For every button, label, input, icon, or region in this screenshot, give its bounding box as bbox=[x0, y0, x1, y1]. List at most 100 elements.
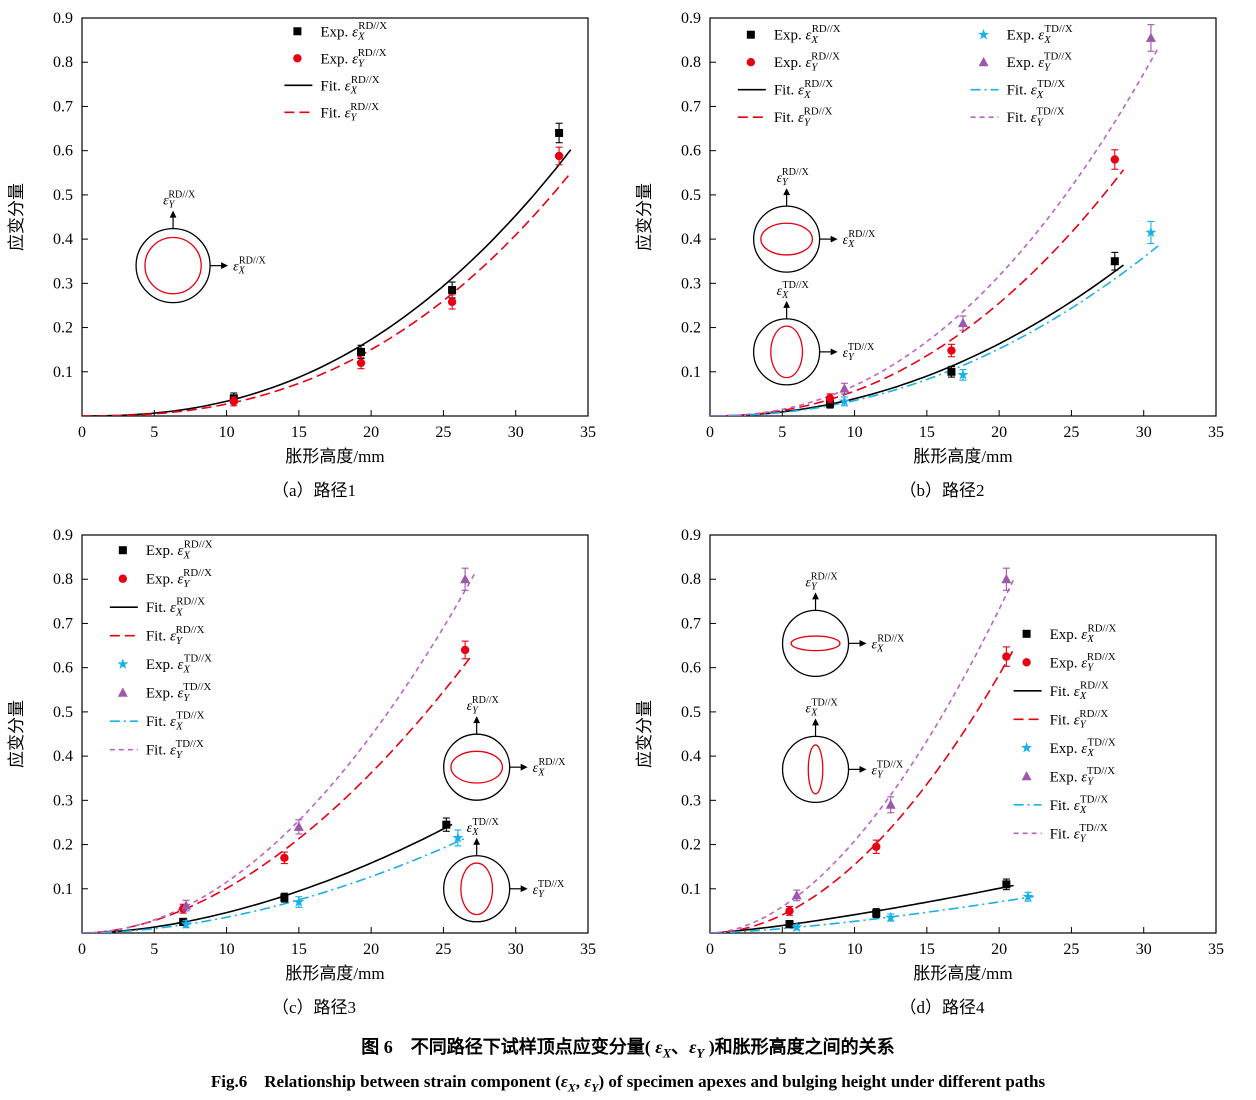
svg-text:0.4: 0.4 bbox=[681, 748, 701, 765]
svg-text:0: 0 bbox=[706, 424, 714, 441]
svg-text:0.4: 0.4 bbox=[53, 748, 73, 765]
subplot-b: 0 5 10 15 20 25 30 35 0.1 0.2 0.3 0.4 0.5 0.6 0.7 0.8 0.… bbox=[628, 4, 1256, 507]
svg-text:10: 10 bbox=[219, 424, 235, 441]
figure-caption-en: Fig.6 Relationship between strain compon… bbox=[210, 1071, 1046, 1094]
svg-text:35: 35 bbox=[580, 424, 596, 441]
svg-text:εXRD//X: εXRD//X bbox=[872, 633, 905, 654]
svg-text:0.6: 0.6 bbox=[53, 143, 73, 160]
svg-text:εXRD//X: εXRD//X bbox=[533, 757, 566, 778]
svg-text:Exp. εYTD//X: Exp. εYTD//X bbox=[1007, 51, 1073, 74]
svg-text:35: 35 bbox=[1208, 941, 1224, 958]
svg-text:0: 0 bbox=[706, 941, 714, 958]
svg-text:0.8: 0.8 bbox=[53, 54, 73, 71]
svg-text:0.4: 0.4 bbox=[53, 231, 73, 248]
svg-text:15: 15 bbox=[919, 424, 935, 441]
svg-text:εYRD//X: εYRD//X bbox=[806, 571, 839, 592]
figure-caption: 图 6 不同路径下试样顶点应变分量( εX、εY )和胀形高度之间的关系 Fig… bbox=[0, 1032, 1256, 1100]
svg-text:Fit. εXRD//X: Fit. εXRD//X bbox=[774, 78, 833, 101]
svg-text:25: 25 bbox=[435, 424, 451, 441]
svg-text:0.6: 0.6 bbox=[681, 660, 701, 677]
svg-text:15: 15 bbox=[291, 424, 307, 441]
svg-text:20: 20 bbox=[363, 941, 379, 958]
svg-text:0.8: 0.8 bbox=[681, 571, 701, 588]
svg-text:Fit. εYTD//X: Fit. εYTD//X bbox=[146, 738, 204, 761]
svg-text:10: 10 bbox=[219, 941, 235, 958]
subplot-d: 0 5 10 15 20 25 30 35 0.1 0.2 0.3 0.4 0.5 0.6 0.7 0.8 0.… bbox=[628, 521, 1256, 1024]
svg-text:胀形高度/mm: 胀形高度/mm bbox=[913, 964, 1012, 983]
svg-text:5: 5 bbox=[778, 941, 786, 958]
svg-text:εXTD//X: εXTD//X bbox=[467, 817, 500, 838]
svg-text:5: 5 bbox=[150, 424, 158, 441]
svg-text:25: 25 bbox=[435, 941, 451, 958]
svg-text:0.7: 0.7 bbox=[681, 615, 701, 632]
svg-text:0: 0 bbox=[78, 941, 86, 958]
svg-text:胀形高度/mm: 胀形高度/mm bbox=[285, 964, 384, 983]
svg-text:Fit. εYRD//X: Fit. εYRD//X bbox=[320, 101, 379, 124]
svg-text:胀形高度/mm: 胀形高度/mm bbox=[285, 447, 384, 466]
svg-text:εYRD//X: εYRD//X bbox=[467, 695, 500, 716]
svg-text:Fit. εXTD//X: Fit. εXTD//X bbox=[146, 710, 205, 733]
svg-text:0.7: 0.7 bbox=[53, 98, 73, 115]
svg-text:5: 5 bbox=[778, 424, 786, 441]
svg-text:Fit. εYRD//X: Fit. εYRD//X bbox=[146, 624, 205, 647]
svg-text:25: 25 bbox=[1063, 941, 1079, 958]
svg-text:0.9: 0.9 bbox=[53, 527, 73, 544]
svg-text:εXTD//X: εXTD//X bbox=[777, 280, 810, 301]
svg-text:20: 20 bbox=[363, 424, 379, 441]
svg-text:30: 30 bbox=[508, 424, 524, 441]
svg-text:Exp. εYRD//X: Exp. εYRD//X bbox=[1050, 651, 1116, 674]
svg-text:Fit. εXRD//X: Fit. εXRD//X bbox=[320, 74, 379, 97]
svg-text:0.7: 0.7 bbox=[53, 615, 73, 632]
svg-text:0.4: 0.4 bbox=[681, 231, 701, 248]
svg-text:Exp. εYRD//X: Exp. εYRD//X bbox=[146, 567, 212, 590]
svg-text:Fit. εYRD//X: Fit. εYRD//X bbox=[1050, 708, 1109, 731]
svg-text:Exp. εYTD//X: Exp. εYTD//X bbox=[146, 681, 212, 704]
svg-text:应变分量: 应变分量 bbox=[635, 700, 654, 768]
subplot-a-chart: 0 5 10 15 20 25 30 35 0.1 0.2 0.3 0.4 0.5 0.6 0.7 0.8 0.… bbox=[0, 4, 628, 477]
svg-text:Exp. εXTD//X: Exp. εXTD//X bbox=[146, 653, 212, 676]
svg-text:Exp. εYRD//X: Exp. εYRD//X bbox=[320, 47, 386, 70]
svg-text:35: 35 bbox=[580, 941, 596, 958]
svg-text:0.7: 0.7 bbox=[681, 98, 701, 115]
subplot-c: 0 5 10 15 20 25 30 35 0.1 0.2 0.3 0.4 0.5 0.6 0.7 0.8 0.… bbox=[0, 521, 628, 1024]
svg-text:30: 30 bbox=[1136, 941, 1152, 958]
svg-text:εYRD//X: εYRD//X bbox=[777, 167, 810, 188]
svg-text:20: 20 bbox=[991, 424, 1007, 441]
subplot-a-caption: （a）路径1 bbox=[271, 481, 357, 500]
subplot-b-caption: （b）路径2 bbox=[899, 481, 985, 500]
subplot-d-chart: 0 5 10 15 20 25 30 35 0.1 0.2 0.3 0.4 0.5 0.6 0.7 0.8 0.… bbox=[628, 521, 1256, 994]
svg-text:0.6: 0.6 bbox=[681, 143, 701, 160]
svg-text:Fit. εYTD//X: Fit. εYTD//X bbox=[1007, 106, 1065, 129]
svg-text:35: 35 bbox=[1208, 424, 1224, 441]
svg-text:0.9: 0.9 bbox=[681, 527, 701, 544]
svg-text:Fit. εYRD//X: Fit. εYRD//X bbox=[774, 106, 833, 129]
svg-text:Exp. εYTD//X: Exp. εYTD//X bbox=[1050, 765, 1116, 788]
svg-text:应变分量: 应变分量 bbox=[7, 700, 26, 768]
svg-text:0.6: 0.6 bbox=[53, 660, 73, 677]
svg-text:20: 20 bbox=[991, 941, 1007, 958]
svg-text:Exp. εXTD//X: Exp. εXTD//X bbox=[1050, 736, 1116, 759]
subplot-c-chart: 0 5 10 15 20 25 30 35 0.1 0.2 0.3 0.4 0.5 0.6 0.7 0.8 0.… bbox=[0, 521, 628, 994]
svg-text:Fit. εXTD//X: Fit. εXTD//X bbox=[1007, 78, 1066, 101]
svg-text:Exp. εYRD//X: Exp. εYRD//X bbox=[774, 51, 840, 74]
svg-text:εXRD//X: εXRD//X bbox=[843, 229, 876, 250]
subplot-a: 0 5 10 15 20 25 30 35 0.1 0.2 0.3 0.4 0.5 0.6 0.7 0.8 0.… bbox=[0, 4, 628, 507]
svg-text:Exp. εXRD//X: Exp. εXRD//X bbox=[146, 539, 213, 562]
svg-text:胀形高度/mm: 胀形高度/mm bbox=[913, 447, 1012, 466]
svg-text:0: 0 bbox=[78, 424, 86, 441]
svg-text:0.5: 0.5 bbox=[53, 704, 73, 721]
svg-text:Fit. εXRD//X: Fit. εXRD//X bbox=[1050, 679, 1109, 702]
figure-6: 0 5 10 15 20 25 30 35 0.1 0.2 0.3 0.4 0.5 0.6 0.7 0.8 0.… bbox=[0, 4, 1256, 1024]
svg-text:Exp. εXTD//X: Exp. εXTD//X bbox=[1007, 23, 1073, 46]
svg-text:Fit. εYTD//X: Fit. εYTD//X bbox=[1050, 822, 1108, 845]
svg-text:应变分量: 应变分量 bbox=[7, 183, 26, 251]
svg-text:0.2: 0.2 bbox=[681, 837, 701, 854]
svg-text:Exp. εXRD//X: Exp. εXRD//X bbox=[774, 23, 841, 46]
figure-caption-cn: 图 6 不同路径下试样顶点应变分量( εX、εY )和胀形高度之间的关系 bbox=[361, 1037, 895, 1061]
svg-text:0.5: 0.5 bbox=[681, 704, 701, 721]
svg-text:应变分量: 应变分量 bbox=[635, 183, 654, 251]
svg-text:Fit. εXRD//X: Fit. εXRD//X bbox=[146, 596, 205, 619]
svg-text:0.2: 0.2 bbox=[681, 320, 701, 337]
svg-text:Fit. εXTD//X: Fit. εXTD//X bbox=[1050, 793, 1109, 816]
svg-text:εXTD//X: εXTD//X bbox=[806, 697, 839, 718]
